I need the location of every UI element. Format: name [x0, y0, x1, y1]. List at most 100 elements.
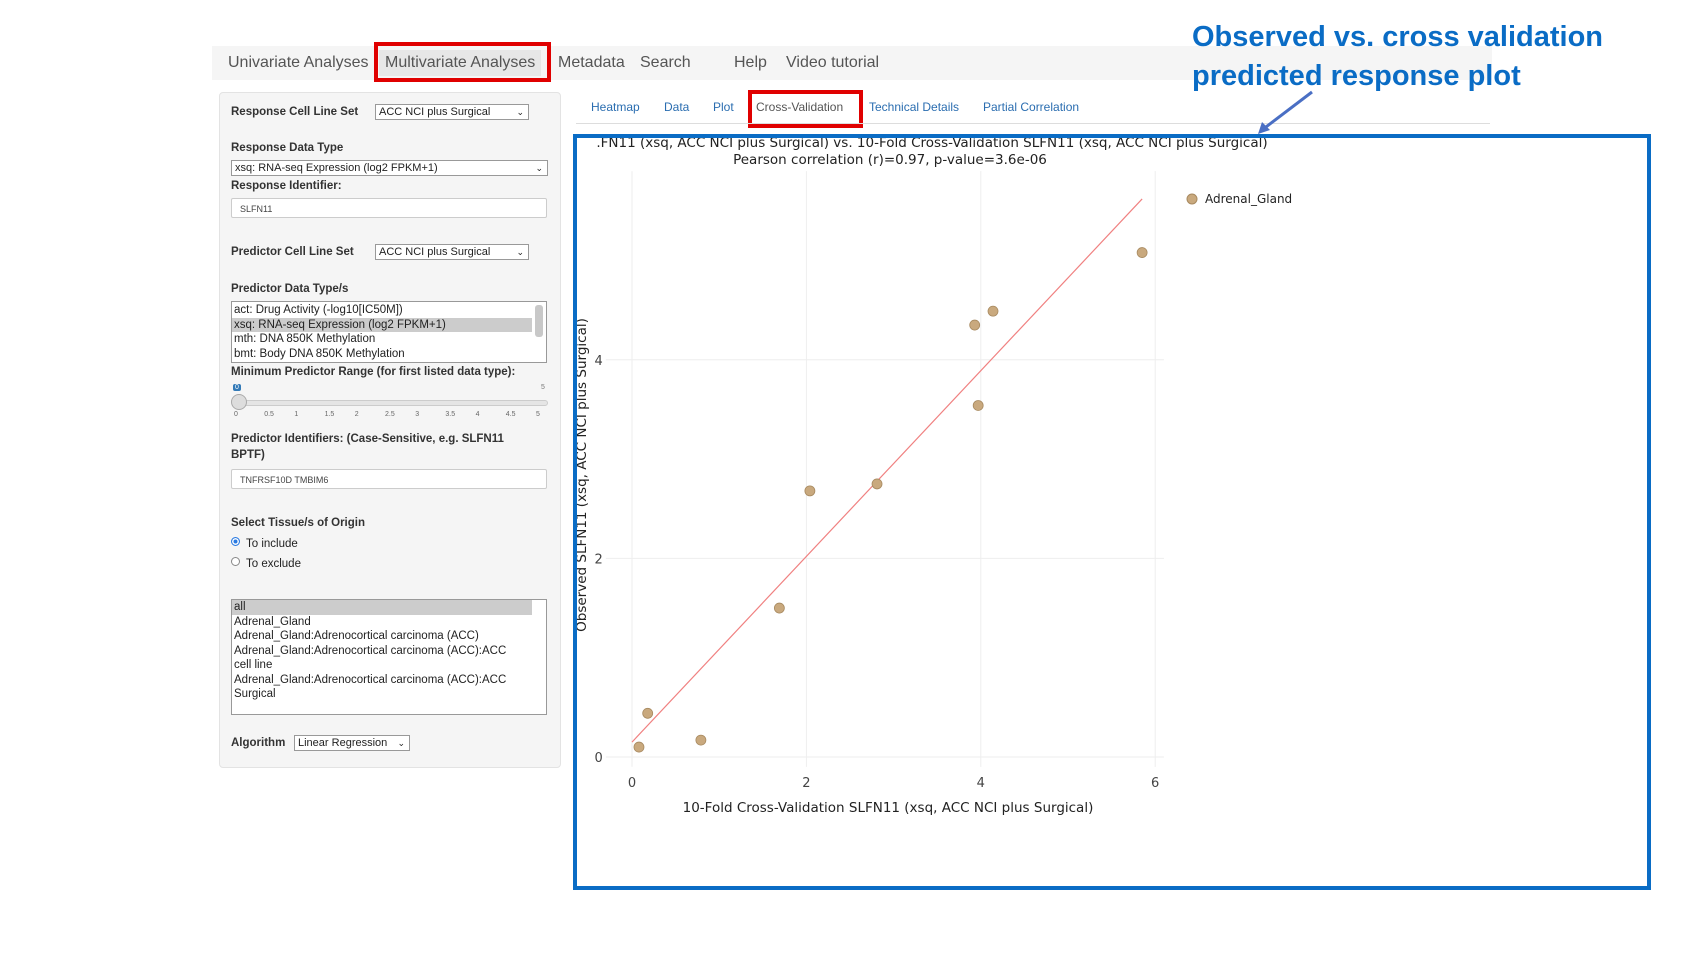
highlight-box-multivariate — [374, 42, 551, 82]
list-item[interactable]: Adrenal_Gland — [234, 615, 311, 628]
y-tick-label: 0 — [595, 751, 603, 766]
response-cell-line-set-label: Response Cell Line Set — [231, 106, 359, 118]
list-item[interactable]: Adrenal_Gland:Adrenocortical carcinoma (… — [234, 644, 507, 657]
list-item[interactable]: mth: DNA 850K Methylation — [234, 333, 376, 345]
y-tick-label: 4 — [595, 354, 603, 369]
fit-line — [631, 198, 1143, 743]
response-data-type-label: Response Data Type — [231, 142, 344, 154]
arrow-head-icon — [1258, 122, 1270, 134]
nav-video-tutorial[interactable]: Video tutorial — [786, 54, 880, 71]
radio-to-exclude[interactable]: To exclude — [231, 557, 301, 570]
list-item[interactable]: Adrenal_Gland:Adrenocortical carcinoma (… — [234, 673, 507, 686]
response-identifier-label: Response Identifier: — [231, 180, 342, 192]
tab-technical-details[interactable]: Technical Details — [869, 100, 960, 114]
predictor-ids-input[interactable]: TNFRSF10D TMBIM6 — [231, 469, 547, 489]
list-item[interactable]: xsq: RNA-seq Expression (log2 FPKM+1) — [232, 317, 532, 332]
legend-marker[interactable] — [1186, 193, 1198, 205]
list-item[interactable]: Surgical — [234, 688, 276, 700]
radio-to-include[interactable]: To include — [231, 537, 298, 550]
slider-max-label: 5 — [541, 384, 545, 391]
list-item[interactable]: bmt: Body DNA 850K Methylation — [234, 347, 405, 360]
chart-subtitle: Pearson correlation (r)=0.97, p-value=3.… — [733, 152, 1047, 168]
y-axis-label: Observed SLFN11 (xsq, ACC NCI plus Surgi… — [574, 318, 590, 632]
axis-ticks: 0 2 4 6 0 2 4 — [595, 354, 1160, 791]
data-point[interactable] — [972, 400, 984, 411]
predictor-cell-line-set-select[interactable]: ACC NCI plus Surgical ⌄ — [375, 244, 529, 260]
data-point[interactable] — [1136, 247, 1148, 258]
slider-handle[interactable] — [231, 394, 247, 410]
slider-tick-label: 3 — [415, 411, 420, 418]
algorithm-label: Algorithm — [231, 737, 286, 749]
min-range-label: Minimum Predictor Range (for first liste… — [231, 366, 516, 378]
list-item[interactable]: cell line — [234, 659, 273, 671]
x-tick-label: 6 — [1151, 776, 1159, 791]
data-point[interactable] — [969, 319, 981, 331]
scrollbar[interactable] — [535, 305, 543, 337]
data-point[interactable] — [695, 734, 707, 746]
slider-tick-label: 1.5 — [324, 411, 335, 418]
response-cell-line-set-select[interactable]: ACC NCI plus Surgical ⌄ — [375, 104, 529, 120]
tab-plot[interactable]: Plot — [713, 100, 734, 114]
x-tick-label: 2 — [802, 776, 810, 791]
tab-cross-validation[interactable]: Cross-Validation — [756, 100, 844, 114]
tab-heatmap[interactable]: Heatmap — [591, 100, 640, 114]
slider-tick-label: 0 — [234, 411, 238, 418]
radio-label: To include — [246, 538, 298, 550]
slider-tick-label: 4.5 — [505, 411, 516, 418]
slider-value-badge: 0 — [233, 384, 241, 391]
predictor-ids-label-cont: BPTF) — [231, 449, 265, 461]
response-data-type-select[interactable]: xsq: RNA-seq Expression (log2 FPKM+1) ⌄ — [231, 160, 548, 176]
legend-label[interactable]: Adrenal_Gland — [1205, 192, 1292, 206]
chart-title: .FN11 (xsq, ACC NCI plus Surgical) vs. 1… — [596, 135, 1267, 151]
response-identifier-input[interactable]: SLFN11 — [231, 198, 547, 218]
predictor-data-types-label: Predictor Data Type/s — [231, 283, 349, 295]
data-point[interactable] — [871, 478, 883, 490]
tissues-listbox[interactable]: all Adrenal_Gland Adrenal_Gland:Adrenoco… — [231, 599, 547, 715]
list-item[interactable]: all — [232, 600, 532, 615]
list-item[interactable]: act: Drug Activity (-log10[IC50M]) — [234, 304, 403, 316]
select-value: Linear Regression — [298, 737, 388, 749]
predictor-ids-label: Predictor Identifiers: (Case-Sensitive, … — [231, 433, 504, 445]
radio-checked-icon — [231, 537, 240, 546]
highlight-box-plot — [573, 134, 1651, 890]
slider-tick-label: 1 — [294, 411, 299, 418]
x-axis-label: 10-Fold Cross-Validation SLFN11 (xsq, AC… — [683, 800, 1094, 816]
nav-metadata[interactable]: Metadata — [558, 54, 625, 71]
chevron-down-icon: ⌄ — [516, 247, 524, 257]
x-tick-label: 0 — [628, 776, 636, 791]
list-item[interactable]: Adrenal_Gland:Adrenocortical carcinoma (… — [234, 630, 479, 642]
tissue-label: Select Tissue/s of Origin — [231, 517, 365, 529]
data-point[interactable] — [773, 602, 785, 614]
predictor-cell-line-set-label: Predictor Cell Line Set — [231, 246, 354, 258]
data-point[interactable] — [642, 707, 654, 719]
slider-tick-label: 5 — [536, 411, 540, 418]
slider-tick-label: 0.5 — [264, 411, 274, 418]
nav-univariate-analyses[interactable]: Univariate Analyses — [228, 54, 369, 71]
y-tick-label: 2 — [595, 552, 603, 567]
tab-divider — [576, 123, 1490, 124]
nav-multivariate-analyses[interactable]: Multivariate Analyses — [379, 50, 542, 76]
slider-tick-label: 4 — [475, 411, 480, 418]
radio-unchecked-icon — [231, 557, 240, 566]
data-point[interactable] — [633, 741, 645, 753]
chevron-down-icon: ⌄ — [535, 163, 543, 173]
tab-data[interactable]: Data — [664, 100, 690, 114]
nav-search[interactable]: Search — [640, 54, 691, 71]
annotation-line-2: predicted response plot — [1192, 60, 1521, 92]
data-point[interactable] — [987, 305, 999, 317]
tab-partial-correlation[interactable]: Partial Correlation — [983, 100, 1080, 114]
highlight-box-cross-validation — [748, 90, 863, 128]
nav-help[interactable]: Help — [734, 54, 767, 71]
slider-tick-label: 2.5 — [385, 411, 395, 418]
chevron-down-icon: ⌄ — [516, 107, 524, 117]
slider-tick-label: 2 — [354, 411, 359, 418]
data-points — [633, 247, 1148, 753]
data-point[interactable] — [804, 485, 816, 497]
select-value: ACC NCI plus Surgical — [379, 106, 491, 118]
algorithm-select[interactable]: Linear Regression ⌄ — [294, 735, 410, 751]
predictor-data-types-listbox[interactable]: act: Drug Activity (-log10[IC50M]) xsq: … — [231, 301, 547, 363]
radio-label: To exclude — [246, 558, 301, 570]
grid — [605, 171, 1164, 767]
